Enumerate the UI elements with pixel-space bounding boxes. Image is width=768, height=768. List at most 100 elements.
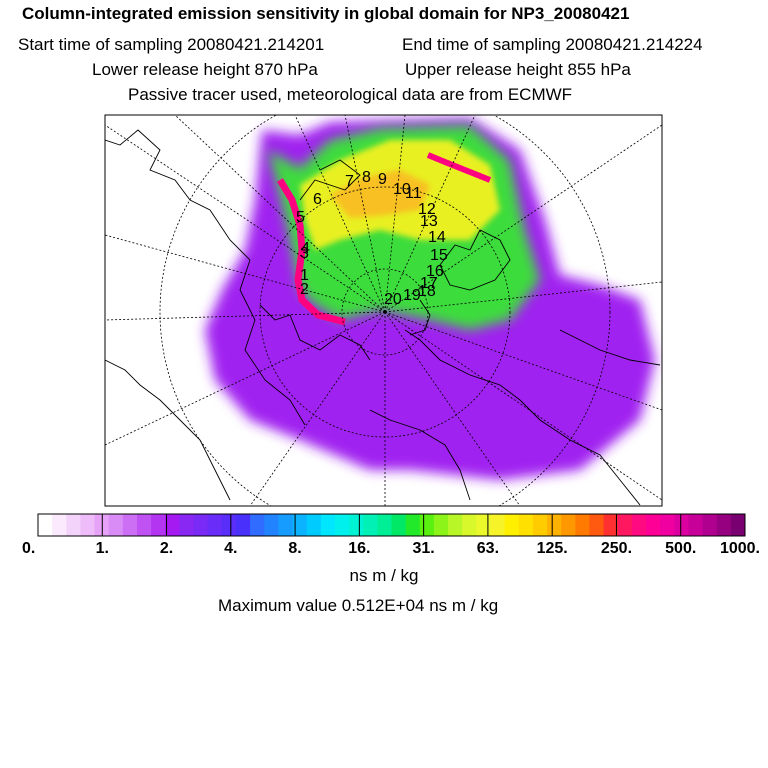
trajectory-label-7: 7 <box>345 173 354 190</box>
colorbar-swatch <box>391 514 407 536</box>
tracer-note: Passive tracer used, meteorological data… <box>128 85 573 104</box>
start-time-label: Start time of sampling 20080421.214201 <box>18 35 325 54</box>
colorbar-swatch <box>631 514 647 536</box>
trajectory-label-9: 9 <box>378 171 387 188</box>
colorbar-swatch <box>490 514 506 536</box>
colorbar-swatch <box>250 514 265 536</box>
trajectory-label-3: 3 <box>300 245 309 262</box>
colorbar-swatch <box>66 514 81 536</box>
upper-release-label: Upper release height 855 hPa <box>405 60 631 79</box>
colorbar-swatch <box>363 514 378 536</box>
colorbar-swatch <box>221 514 237 536</box>
colorbar-swatch <box>419 514 435 536</box>
colorbar-swatch <box>306 514 322 536</box>
colorbar-swatch <box>334 514 350 536</box>
trajectory-label-16: 16 <box>426 263 444 280</box>
trajectory-label-8: 8 <box>362 169 371 186</box>
trajectory-label-4: 4 <box>301 240 310 257</box>
trajectory-label-18: 18 <box>418 283 436 300</box>
colorbar-swatch <box>688 514 704 536</box>
colorbar-ticks: 0. 1. 2. 4. 8. 16. 31. 63. 125. 250. 500. 1000. <box>22 540 760 557</box>
colorbar-swatch <box>278 514 294 536</box>
colorbar-swatch <box>702 514 718 536</box>
lower-release-label: Lower release height 870 hPa <box>92 60 318 79</box>
colorbar-swatch <box>235 514 251 536</box>
plume-core <box>330 170 430 218</box>
colorbar-swatch <box>405 514 421 536</box>
trajectory-label-1: 1 <box>300 267 309 284</box>
colorbar-swatch <box>320 514 336 536</box>
trajectory-label-17: 17 <box>420 275 438 292</box>
plume-peak <box>276 178 346 326</box>
colorbar-swatch <box>476 514 491 536</box>
colorbar-tick-label: 1. <box>96 540 109 557</box>
colorbar-tick-label: 250. <box>601 540 632 557</box>
map-frame <box>104 114 663 507</box>
colorbar-tick-label: 63. <box>477 540 499 557</box>
end-time-label: End time of sampling 20080421.214224 <box>402 35 703 54</box>
colorbar-swatch <box>532 514 548 536</box>
colorbar-swatch <box>38 514 53 536</box>
trajectory-label-11: 11 <box>405 185 422 202</box>
colorbar-swatch <box>730 514 746 536</box>
colorbar-swatch <box>575 514 590 536</box>
trajectory-label-6: 6 <box>313 191 322 208</box>
colorbar-swatch <box>136 514 152 536</box>
colorbar-swatch <box>193 514 209 536</box>
colorbar-swatch <box>603 514 619 536</box>
plume-peak-ne <box>426 152 492 183</box>
colorbar-swatch <box>674 514 689 536</box>
colorbar-swatch <box>80 514 96 536</box>
colorbar-tick-label: 8. <box>288 540 301 557</box>
colorbar-swatch <box>561 514 576 536</box>
colorbar-tick-label: 0. <box>22 540 35 557</box>
trajectory-label-2: 2 <box>300 281 309 298</box>
colorbar-swatch <box>179 514 195 536</box>
colorbar-swatch <box>716 514 732 536</box>
colorbar-swatch <box>547 514 562 536</box>
colorbar-swatch <box>264 514 279 536</box>
colorbar-swatch <box>462 514 477 536</box>
trajectory-label-12: 12 <box>418 201 436 218</box>
colorbar-tick-label: 125. <box>537 540 568 557</box>
colorbar-swatch <box>504 514 520 536</box>
trajectory-label-5: 5 <box>296 209 305 226</box>
trajectory-label-13: 13 <box>420 213 438 230</box>
graticule <box>105 115 662 506</box>
colorbar-swatch <box>617 514 633 536</box>
colorbar-tick-label: 16. <box>348 540 370 557</box>
colorbar <box>37 513 746 537</box>
colorbar-tick-label: 1000. <box>720 540 760 557</box>
colorbar-swatch <box>122 514 138 536</box>
colorbar-tick-label: 4. <box>224 540 237 557</box>
coastlines <box>105 129 661 506</box>
colorbar-tick-label: 2. <box>160 540 173 557</box>
colorbar-swatch <box>165 514 180 536</box>
colorbar-swatch <box>377 514 392 536</box>
colorbar-swatch <box>448 514 463 536</box>
colorbar-swatch <box>292 514 308 536</box>
colorbar-frame <box>37 513 746 537</box>
units-label: ns m / kg <box>349 566 419 585</box>
trajectory-label-14: 14 <box>428 229 446 246</box>
colorbar-swatch <box>660 514 675 536</box>
colorbar-tick-label: 500. <box>665 540 696 557</box>
trajectory-label-10: 10 <box>393 181 411 198</box>
colorbar-swatch <box>646 514 661 536</box>
plot-title: Column-integrated emission sensitivity i… <box>22 4 630 23</box>
maximum-value-label: Maximum value 0.512E+04 ns m / kg <box>218 596 499 615</box>
colorbar-tick-label: 31. <box>413 540 435 557</box>
trajectory-label-19: 19 <box>403 287 421 304</box>
colorbar-swatch <box>433 514 449 536</box>
trajectory-label-15: 15 <box>430 247 448 264</box>
colorbar-swatch <box>52 514 67 536</box>
colorbar-swatch <box>589 514 605 536</box>
colorbar-swatch <box>349 514 364 536</box>
colorbar-swatch <box>151 514 166 536</box>
colorbar-swatch <box>518 514 534 536</box>
colorbar-swatch <box>207 514 223 536</box>
colorbar-swatch <box>108 514 124 536</box>
